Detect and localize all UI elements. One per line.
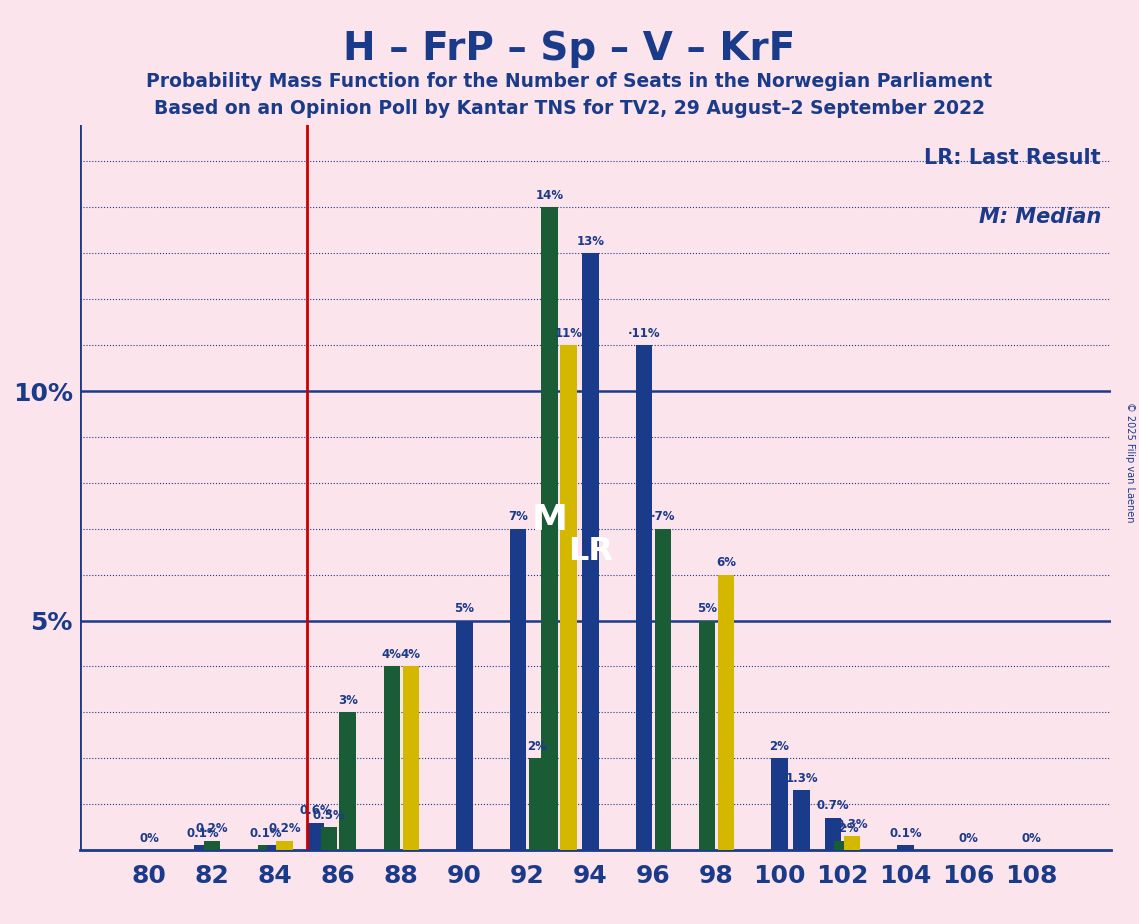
Bar — [320, 827, 337, 850]
Text: 0.2%: 0.2% — [269, 822, 301, 835]
Bar — [825, 818, 842, 850]
Text: 4%: 4% — [401, 648, 420, 661]
Text: 0%: 0% — [1022, 833, 1042, 845]
Bar — [339, 712, 355, 850]
Bar — [308, 822, 325, 850]
Text: 4%: 4% — [382, 648, 402, 661]
Text: 11%: 11% — [555, 326, 582, 340]
Text: M: Median: M: Median — [978, 207, 1101, 227]
Bar — [560, 345, 576, 850]
Bar — [456, 621, 473, 850]
Bar — [898, 845, 913, 850]
Bar — [541, 207, 558, 850]
Text: 13%: 13% — [576, 235, 605, 248]
Bar — [509, 529, 526, 850]
Bar — [267, 845, 284, 850]
Bar — [655, 529, 671, 850]
Text: 0.5%: 0.5% — [312, 808, 345, 821]
Text: 3%: 3% — [338, 694, 358, 707]
Text: © 2025 Filip van Laenen: © 2025 Filip van Laenen — [1125, 402, 1134, 522]
Text: M: M — [532, 503, 567, 537]
Text: 0%: 0% — [959, 833, 978, 845]
Text: H – FrP – Sp – V – KrF: H – FrP – Sp – V – KrF — [343, 30, 796, 67]
Bar — [771, 759, 788, 850]
Text: 0.6%: 0.6% — [300, 804, 333, 817]
Text: LR: Last Result: LR: Last Result — [925, 148, 1101, 167]
Bar — [844, 836, 860, 850]
Text: 0.3%: 0.3% — [836, 818, 868, 831]
Bar — [195, 845, 211, 850]
Text: 0.7%: 0.7% — [817, 799, 850, 812]
Text: 0%: 0% — [139, 833, 159, 845]
Bar — [528, 759, 544, 850]
Bar — [699, 621, 715, 850]
Bar — [257, 845, 273, 850]
Text: 6%: 6% — [716, 556, 736, 569]
Text: 7%: 7% — [508, 510, 527, 523]
Bar — [204, 841, 220, 850]
Bar — [835, 841, 851, 850]
Text: 0.1%: 0.1% — [890, 827, 921, 840]
Text: Based on an Opinion Poll by Kantar TNS for TV2, 29 August–2 September 2022: Based on an Opinion Poll by Kantar TNS f… — [154, 99, 985, 118]
Text: 0.1%: 0.1% — [187, 827, 219, 840]
Bar — [582, 253, 599, 850]
Text: 14%: 14% — [535, 188, 564, 201]
Text: 2%: 2% — [770, 740, 789, 753]
Bar — [718, 575, 735, 850]
Bar — [384, 666, 400, 850]
Bar — [636, 345, 653, 850]
Text: ·11%: ·11% — [628, 326, 661, 340]
Bar — [277, 841, 293, 850]
Text: 2%: 2% — [527, 740, 547, 753]
Text: 5%: 5% — [454, 602, 474, 615]
Bar — [402, 666, 419, 850]
Text: LR: LR — [568, 536, 613, 567]
Text: Probability Mass Function for the Number of Seats in the Norwegian Parliament: Probability Mass Function for the Number… — [147, 72, 992, 91]
Text: 1.3%: 1.3% — [785, 772, 818, 784]
Text: 0.2%: 0.2% — [826, 822, 859, 835]
Text: 0.1%: 0.1% — [249, 827, 282, 840]
Text: ·7%: ·7% — [650, 510, 675, 523]
Bar — [794, 790, 810, 850]
Text: 5%: 5% — [697, 602, 718, 615]
Text: 0.2%: 0.2% — [196, 822, 229, 835]
